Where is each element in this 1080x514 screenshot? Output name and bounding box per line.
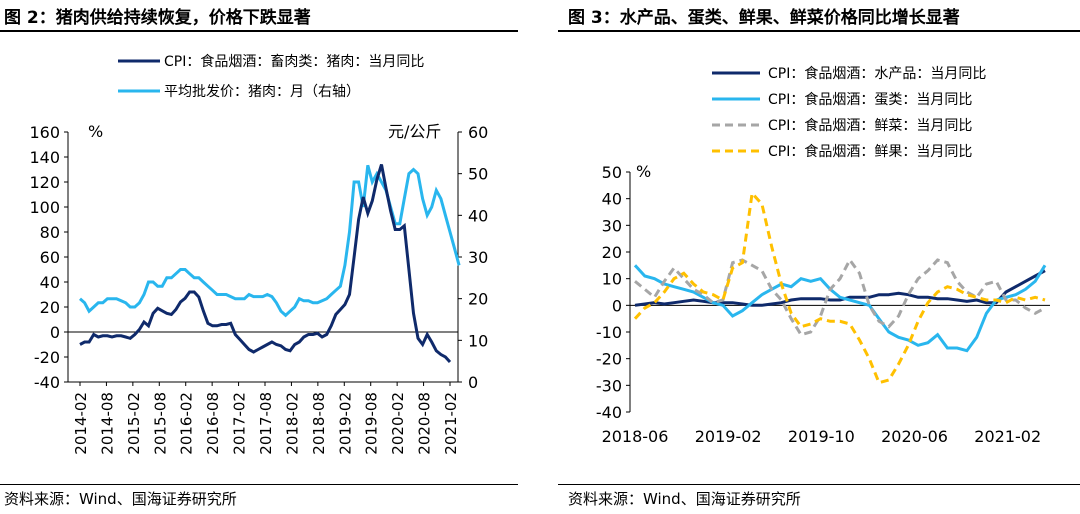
- x-tick-label: 2021-02: [442, 392, 460, 455]
- left-y-tick-label: 140: [29, 148, 60, 167]
- right-chart-title: 图 3：水产品、蛋类、鲜果、鲜菜价格同比增长显著: [568, 8, 960, 28]
- left-y-tick-label: 80: [40, 223, 60, 242]
- legend-label-eggs: CPI：食品烟酒：蛋类：当月同比: [768, 91, 972, 108]
- left-y-tick-label: 20: [40, 298, 60, 317]
- left-y-unit: %: [88, 122, 103, 141]
- legend-label-pork-cpi: CPI：食品烟酒：畜肉类：猪肉：当月同比: [164, 53, 424, 70]
- right-y-tick-label: 20: [468, 290, 488, 309]
- right-chart-x-tick-label: 2020-06: [881, 427, 948, 446]
- left-y-tick-label: 0: [50, 323, 60, 342]
- right-chart-y-tick-label: -10: [596, 323, 622, 342]
- right-chart-y-tick-label: 0: [612, 296, 622, 315]
- left-y-tick-label: 40: [40, 273, 60, 292]
- x-tick-label: 2020-08: [416, 392, 434, 455]
- right-chart-y-tick-label: 40: [602, 190, 622, 209]
- left-y-tick-label: -20: [34, 348, 60, 367]
- left-y-tick-label: 100: [29, 198, 60, 217]
- x-tick-label: 2019-02: [336, 392, 354, 455]
- left-y-tick-label: 160: [29, 123, 60, 142]
- left-source-rule: [0, 484, 518, 485]
- right-y-tick-label: 60: [468, 123, 488, 142]
- x-tick-label: 2019-08: [363, 392, 381, 455]
- series-line-vegetables: [634, 257, 1046, 337]
- series-line-pork-cpi-yoy: [79, 164, 452, 364]
- legend-label-pork-price: 平均批发价：猪肉：月（右轴）: [164, 84, 360, 100]
- right-title-rule: [558, 30, 1080, 32]
- x-tick-label: 2014-02: [72, 392, 90, 455]
- right-source-rule: [558, 484, 1080, 485]
- left-y-tick-label: 120: [29, 173, 60, 192]
- x-tick-label: 2018-08: [310, 392, 328, 455]
- right-source-note: 资料来源：Wind、国海证券研究所: [568, 490, 801, 508]
- right-chart-y-tick-label: 10: [602, 270, 622, 289]
- left-source-note: 资料来源：Wind、国海证券研究所: [4, 490, 237, 508]
- x-tick-label: 2017-02: [231, 392, 249, 455]
- legend-label-vegetables: CPI：食品烟酒：鲜菜：当月同比: [768, 117, 972, 134]
- right-y-tick-label: 30: [468, 248, 488, 267]
- right-chart-y-tick-label: -30: [596, 376, 622, 395]
- right-chart-x-tick-label: 2019-10: [788, 427, 855, 446]
- right-y-tick-label: 0: [468, 373, 478, 392]
- left-y-tick-label: -40: [34, 373, 60, 392]
- right-chart-x-tick-label: 2018-06: [602, 427, 669, 446]
- series-line-eggs: [633, 264, 1047, 353]
- x-tick-label: 2018-02: [283, 392, 301, 455]
- x-tick-label: 2020-02: [389, 392, 407, 455]
- right-chart-y-tick-label: -40: [596, 403, 622, 422]
- x-tick-label: 2016-02: [178, 392, 196, 455]
- left-chart-title: 图 2：猪肉供给持续恢复，价格下跌显著: [4, 8, 311, 28]
- right-chart-y-tick-label: 20: [602, 243, 622, 262]
- right-chart-y-tick-label: 30: [602, 216, 622, 235]
- right-y-tick-label: 50: [468, 165, 488, 184]
- series-line-fruit: [633, 189, 1046, 385]
- left-title-rule: [0, 30, 518, 32]
- right-chart-y-tick-label: -20: [596, 350, 622, 369]
- legend-label-aquatic: CPI：食品烟酒：水产品：当月同比: [768, 65, 986, 82]
- legend-label-fruit: CPI：食品烟酒：鲜果：当月同比: [768, 143, 972, 160]
- x-tick-label: 2014-08: [98, 392, 116, 455]
- series-line-aquatic: [634, 269, 1046, 307]
- right-y-unit: 元/公斤: [388, 122, 441, 141]
- x-tick-label: 2015-02: [125, 392, 143, 455]
- x-tick-label: 2016-08: [204, 392, 222, 455]
- right-chart-y-unit: %: [636, 162, 651, 181]
- right-y-tick-label: 10: [468, 331, 488, 350]
- right-chart-x-tick-label: 2021-02: [974, 427, 1041, 446]
- right-y-tick-label: 40: [468, 206, 488, 225]
- right-chart-x-tick-label: 2019-02: [695, 427, 762, 446]
- series-line-pork-wholesale-price: [79, 164, 461, 318]
- x-tick-label: 2017-08: [257, 392, 275, 455]
- right-chart-y-tick-label: 50: [602, 163, 622, 182]
- x-tick-label: 2015-08: [151, 392, 169, 455]
- left-y-tick-label: 60: [40, 248, 60, 267]
